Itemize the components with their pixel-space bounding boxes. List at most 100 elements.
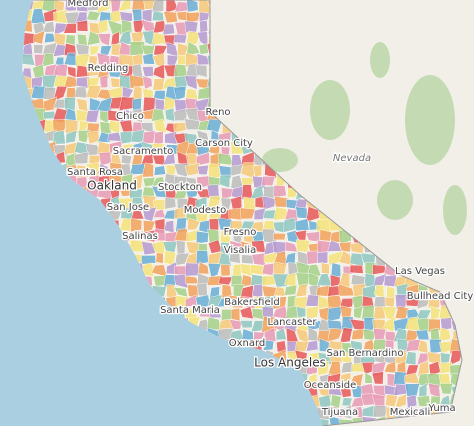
- region: [109, 140, 122, 155]
- region: [131, 230, 144, 243]
- region: [177, 54, 186, 66]
- region: [41, 52, 55, 68]
- region: [141, 241, 156, 256]
- region: [121, 173, 134, 188]
- region: [85, 109, 100, 123]
- region: [142, 220, 156, 233]
- terrain: [370, 42, 390, 78]
- region: [220, 264, 231, 277]
- region: [360, 349, 377, 365]
- place-label: Yuma: [427, 403, 455, 414]
- region: [275, 327, 287, 341]
- region: [175, 239, 186, 256]
- region: [338, 272, 351, 288]
- region: [196, 230, 209, 244]
- region: [185, 188, 200, 199]
- region: [33, 44, 44, 55]
- region: [239, 306, 254, 320]
- region: [131, 210, 145, 220]
- region: [385, 394, 399, 407]
- region: [140, 229, 157, 243]
- region: [142, 75, 153, 90]
- region: [229, 319, 243, 330]
- region: [295, 206, 308, 219]
- state-border: [32, 0, 463, 426]
- region: [327, 306, 344, 322]
- region: [63, 23, 77, 34]
- place-label: Stockton: [158, 182, 202, 193]
- region: [64, 0, 77, 12]
- region: [372, 328, 387, 341]
- region: [295, 239, 311, 253]
- region: [74, 86, 89, 99]
- region: [229, 251, 241, 264]
- region: [122, 143, 134, 156]
- region: [262, 195, 277, 211]
- region: [97, 65, 110, 79]
- region: [284, 284, 298, 296]
- region: [320, 262, 330, 275]
- region: [99, 74, 109, 89]
- region: [185, 30, 201, 46]
- region: [196, 164, 210, 176]
- region: [195, 151, 210, 166]
- region: [339, 327, 353, 344]
- region: [250, 264, 266, 276]
- region: [74, 151, 89, 165]
- region: [185, 11, 201, 24]
- region: [184, 75, 198, 90]
- region: [230, 307, 241, 322]
- place-label: Modesto: [184, 205, 227, 216]
- region: [339, 383, 352, 398]
- region: [253, 207, 267, 220]
- region: [151, 142, 167, 156]
- region: [218, 276, 234, 286]
- region: [349, 264, 364, 274]
- terrain: [405, 75, 455, 165]
- region: [85, 85, 102, 99]
- region: [98, 19, 109, 35]
- region: [338, 241, 352, 253]
- region: [208, 218, 219, 231]
- region: [132, 173, 144, 190]
- region: [364, 372, 373, 384]
- region: [305, 294, 319, 307]
- place-label: Las Vegas: [395, 266, 445, 277]
- region: [440, 317, 452, 331]
- region: [199, 20, 208, 35]
- region: [394, 393, 407, 410]
- terrain: [377, 180, 413, 220]
- region: [384, 349, 398, 365]
- region: [96, 0, 112, 14]
- place-label: Lancaster: [267, 317, 317, 328]
- region: [152, 78, 165, 91]
- region: [416, 297, 432, 310]
- region: [132, 85, 143, 102]
- region: [76, 33, 88, 46]
- region: [185, 177, 198, 187]
- region: [198, 261, 210, 275]
- region: [119, 108, 134, 124]
- place-label: San Bernardino: [327, 348, 404, 359]
- place-label: Santa Maria: [160, 305, 220, 316]
- place-label: Chico: [116, 111, 144, 122]
- region: [439, 327, 452, 343]
- region: [327, 285, 341, 297]
- nevada-terrain: [262, 42, 467, 235]
- region: [263, 327, 277, 343]
- region: [207, 263, 222, 278]
- place-label: Nevada: [333, 153, 371, 164]
- region: [305, 340, 319, 352]
- region: [350, 396, 364, 408]
- region: [317, 239, 332, 254]
- region: [339, 404, 353, 420]
- region: [261, 275, 277, 287]
- region: [428, 297, 440, 309]
- region: [330, 262, 342, 278]
- region: [253, 164, 263, 178]
- place-label: Fresno: [224, 227, 257, 238]
- region: [141, 162, 154, 178]
- place-label: Tijuana: [321, 407, 358, 418]
- place-label: Sacramento: [113, 146, 173, 157]
- region: [330, 404, 344, 419]
